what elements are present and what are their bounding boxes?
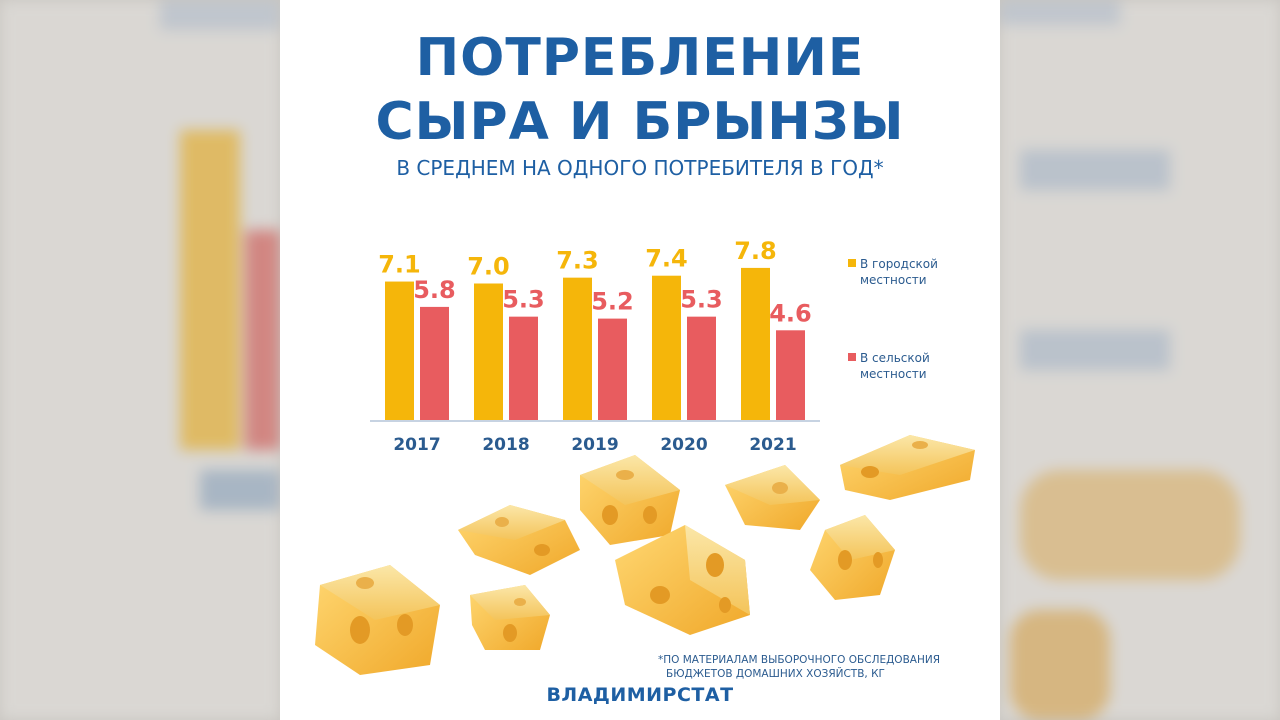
blurred-background-right: [1000, 0, 1280, 720]
cheese-cube-2: [470, 585, 550, 650]
bar-rural-2020: [687, 316, 716, 420]
cheese-wedge-3: [458, 505, 580, 575]
data-label-rural-2021: 4.6: [769, 299, 812, 327]
footnote: *ПО МАТЕРИАЛАМ ВЫБОРОЧНОГО ОБСЛЕДОВАНИЯ …: [658, 653, 988, 681]
subtitle: В СРЕДНЕМ НА ОДНОГО ПОТРЕБИТЕЛЯ В ГОД*: [396, 156, 884, 180]
cheese-cube-8: [810, 515, 895, 600]
source-label: ВЛАДИМИРСТАТ: [546, 684, 734, 706]
bar-urban-2019: [563, 277, 592, 420]
data-label-rural-2018: 5.3: [502, 286, 545, 314]
bar-urban-2021: [741, 267, 770, 420]
data-label-rural-2017: 5.8: [413, 276, 456, 304]
data-label-rural-2020: 5.3: [680, 286, 723, 314]
cheese-cube-4: [580, 455, 680, 545]
legend-swatch-urban: [848, 259, 856, 267]
bar-rural-2018: [509, 316, 538, 420]
title-line-2: СЫРА И БРЫНЗЫ: [375, 92, 905, 152]
cheese-wedge-7: [840, 435, 975, 500]
legend-label-rural-line2: местности: [860, 367, 927, 381]
bar-urban-2018: [474, 283, 503, 420]
bar-rural-2021: [776, 330, 805, 420]
blurred-background-left: [0, 0, 280, 720]
data-label-urban-2020: 7.4: [645, 245, 688, 273]
bar-urban-2017: [385, 281, 414, 420]
infographic-panel: ПОТРЕБЛЕНИЕ СЫРА И БРЫНЗЫ В СРЕДНЕМ НА О…: [280, 0, 1000, 720]
x-tick-label-2020: 2020: [660, 435, 707, 455]
x-tick-label-2018: 2018: [482, 435, 529, 455]
legend-swatch-rural: [848, 353, 856, 361]
bar-rural-2019: [598, 318, 627, 420]
legend-label-rural-line1: В сельской: [860, 351, 930, 365]
title-line-1: ПОТРЕБЛЕНИЕ: [415, 28, 865, 88]
bar-urban-2020: [652, 275, 681, 420]
cheese-cube-5: [615, 525, 750, 635]
data-label-urban-2017: 7.1: [378, 251, 421, 279]
x-tick-label-2017: 2017: [393, 435, 440, 455]
cheese-cube-1: [315, 565, 440, 675]
legend-label-urban-line1: В городской: [860, 257, 938, 271]
footnote-line1: *ПО МАТЕРИАЛАМ ВЫБОРОЧНОГО ОБСЛЕДОВАНИЯ: [658, 654, 941, 666]
x-tick-label-2019: 2019: [571, 435, 618, 455]
data-label-urban-2019: 7.3: [556, 247, 599, 275]
x-tick-label-2021: 2021: [749, 435, 796, 455]
footnote-line2: БЮДЖЕТОВ ДОМАШНИХ ХОЗЯЙСТВ, КГ: [666, 668, 885, 680]
data-label-rural-2019: 5.2: [591, 288, 634, 316]
cheese-illustration: [315, 435, 975, 675]
data-label-urban-2018: 7.0: [467, 253, 510, 281]
legend-label-urban-line2: местности: [860, 273, 927, 287]
bar-chart: 7.15.8 2017 7.0 5.3 2018 7.3 5.2 2019 7.4 5.3 2020…: [370, 237, 820, 455]
data-label-urban-2021: 7.8: [734, 237, 777, 265]
bar-rural-2017: [420, 306, 449, 420]
cheese-cube-6: [725, 465, 820, 530]
